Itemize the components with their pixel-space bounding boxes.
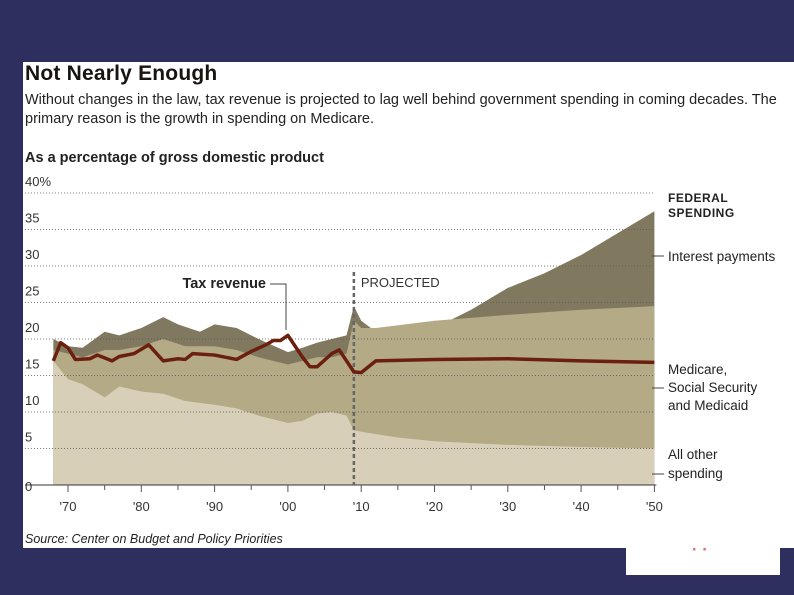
x-tick-label: '90 (206, 499, 223, 514)
tax-revenue-label: Tax revenue (182, 276, 266, 292)
x-tick-label: '80 (133, 499, 150, 514)
chart-subtitle: Without changes in the law, tax revenue … (25, 92, 777, 127)
x-tick-label: '30 (499, 499, 516, 514)
other-spending-label: spending (668, 466, 723, 481)
area-other (53, 360, 655, 485)
entitlements-label: and Medicaid (668, 398, 748, 413)
chart-svg: 40% 35 30 25 20 15 10 5 0 '70 '80 '90 '00 '10 '20 '30 '4… (25, 174, 776, 514)
source-note: Source: Center on Budget and Policy Prio… (25, 532, 283, 546)
legend-heading: FEDERAL (668, 191, 728, 205)
entitlements-label: Medicare, (668, 362, 727, 377)
chart-title: Not Nearly Enough (25, 62, 218, 85)
y-tick-label: 30 (25, 247, 39, 262)
y-tick-label: 35 (25, 211, 39, 226)
entitlements-label: Social Security (668, 380, 758, 395)
projected-label: PROJECTED (361, 275, 440, 290)
y-tick-label: 20 (25, 320, 39, 335)
interest-payments-label: Interest payments (668, 249, 776, 264)
x-tick-label: '70 (60, 499, 77, 514)
x-tick-label: '00 (279, 499, 296, 514)
x-tick-label: '20 (426, 499, 443, 514)
chart-panel: Not Nearly Enough Without changes in the… (23, 62, 794, 548)
y-tick-label: 5 (25, 430, 32, 445)
x-tick-label: '50 (646, 499, 663, 514)
y-tick-label: 15 (25, 357, 39, 372)
x-tick-label: '10 (353, 499, 370, 514)
y-tick-label: 25 (25, 284, 39, 299)
y-tick-label: 10 (25, 393, 39, 408)
x-tick-label: '40 (573, 499, 590, 514)
tax-revenue-line (51, 333, 655, 375)
tax-label-leader (270, 283, 287, 330)
y-tick-label: 0 (25, 479, 32, 494)
y-tick-label: 40% (25, 174, 51, 189)
other-spending-label: All other (668, 447, 718, 462)
legend-heading: SPENDING (668, 206, 735, 220)
unit-label: As a percentage of gross domestic produc… (25, 150, 324, 166)
